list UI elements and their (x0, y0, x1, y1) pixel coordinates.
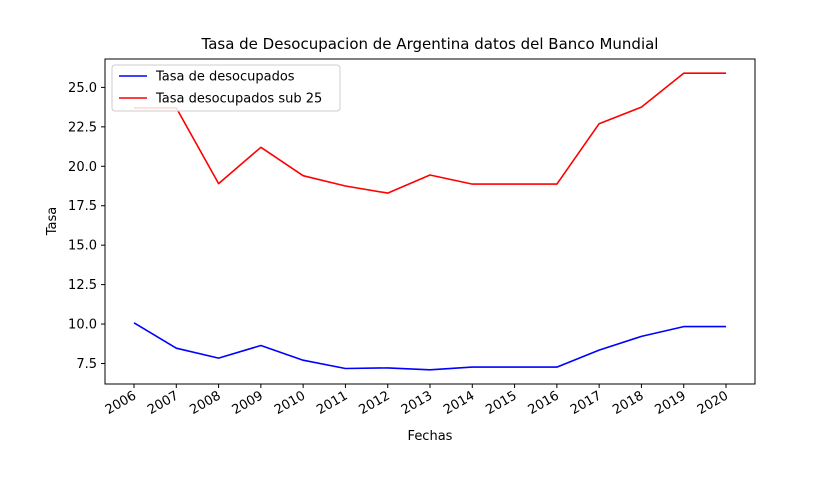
series-line-2 (134, 72, 726, 194)
y-tick-label: 10.0 (68, 318, 97, 333)
series-line-1 (133, 322, 726, 371)
y-tick-label: 22.5 (68, 120, 97, 135)
y-tick-label: 12.5 (68, 278, 97, 293)
x-axis-label: Fechas (408, 429, 453, 444)
y-axis-label: Tasa (45, 207, 60, 237)
legend-label-2: Tasa desocupados sub 25 (155, 92, 322, 107)
y-tick-label: 25.0 (68, 81, 97, 96)
y-tick-label: 7.5 (76, 357, 97, 372)
legend: Tasa de desocupados Tasa desocupados sub … (111, 64, 341, 112)
y-tick-label: 15.0 (68, 239, 97, 254)
legend-label-1: Tasa de desocupados (155, 70, 295, 85)
chart-title: Tasa de Desocupacion de Argentina datos … (201, 35, 659, 53)
y-tick-label: 20.0 (68, 160, 97, 175)
legend-box (111, 64, 341, 112)
y-tick-label: 17.5 (68, 199, 97, 214)
